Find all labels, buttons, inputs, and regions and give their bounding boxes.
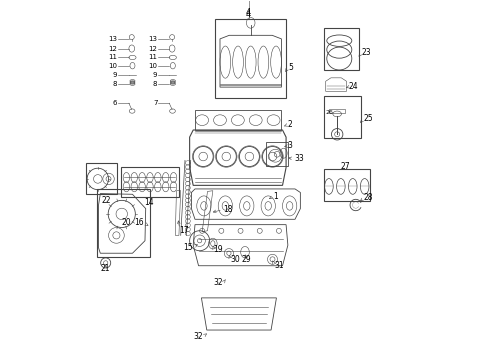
Text: 12: 12 xyxy=(148,46,157,51)
Text: 13: 13 xyxy=(148,36,157,42)
Bar xyxy=(121,167,178,197)
Text: 24: 24 xyxy=(348,82,358,91)
Text: 20: 20 xyxy=(122,219,131,228)
Text: 14: 14 xyxy=(145,198,154,207)
Text: 19: 19 xyxy=(214,245,223,254)
Text: 3: 3 xyxy=(288,141,293,150)
Bar xyxy=(323,169,370,202)
Text: 11: 11 xyxy=(108,54,117,60)
Text: 12: 12 xyxy=(108,46,117,51)
Text: 29: 29 xyxy=(242,255,251,264)
Text: 18: 18 xyxy=(223,205,233,214)
Text: 1: 1 xyxy=(273,192,278,201)
Text: 21: 21 xyxy=(100,264,110,273)
Bar xyxy=(97,189,149,257)
Text: 4: 4 xyxy=(246,10,251,19)
Bar xyxy=(86,163,118,194)
Text: 5: 5 xyxy=(289,63,294,72)
Bar xyxy=(323,28,359,70)
Text: 10: 10 xyxy=(108,63,117,69)
Text: 26: 26 xyxy=(325,111,333,115)
Text: 10: 10 xyxy=(148,63,157,69)
Text: 15: 15 xyxy=(184,243,193,252)
Text: 28: 28 xyxy=(364,193,373,202)
Bar xyxy=(323,96,361,138)
Bar xyxy=(267,143,288,166)
Text: 8: 8 xyxy=(153,81,157,87)
Text: 32: 32 xyxy=(194,332,203,341)
Text: 11: 11 xyxy=(148,54,157,60)
Text: 6: 6 xyxy=(113,100,117,106)
Text: 32: 32 xyxy=(213,278,223,287)
Text: 23: 23 xyxy=(362,48,371,57)
Text: 13: 13 xyxy=(108,36,117,42)
Text: 27: 27 xyxy=(341,162,350,171)
Text: 9: 9 xyxy=(153,72,157,78)
Bar xyxy=(215,19,286,98)
Text: 2: 2 xyxy=(288,120,293,129)
Text: 22: 22 xyxy=(101,195,111,204)
Text: 7: 7 xyxy=(153,100,157,106)
Text: 30: 30 xyxy=(230,255,240,264)
Text: 17: 17 xyxy=(179,225,189,234)
Text: 16: 16 xyxy=(135,219,144,228)
Text: 4: 4 xyxy=(246,8,251,17)
Text: 25: 25 xyxy=(364,114,373,123)
Text: 8: 8 xyxy=(113,81,117,87)
Text: 33: 33 xyxy=(294,154,304,163)
Text: 9: 9 xyxy=(113,72,117,78)
Text: 31: 31 xyxy=(274,261,284,270)
